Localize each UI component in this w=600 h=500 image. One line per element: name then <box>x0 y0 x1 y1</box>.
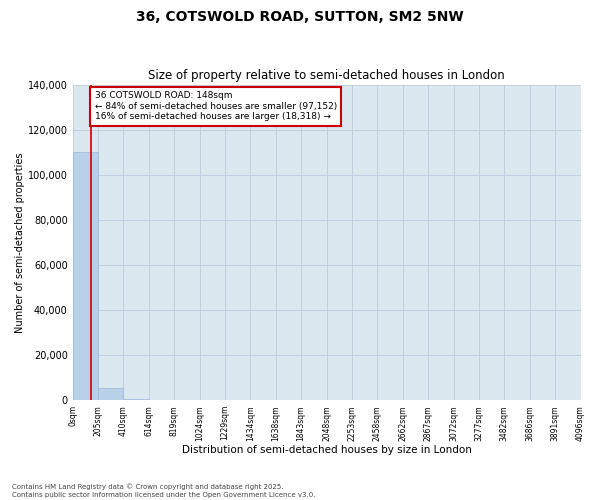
Title: Size of property relative to semi-detached houses in London: Size of property relative to semi-detach… <box>148 69 505 82</box>
Bar <box>124 399 149 400</box>
Bar <box>98 388 124 400</box>
X-axis label: Distribution of semi-detached houses by size in London: Distribution of semi-detached houses by … <box>182 445 472 455</box>
Text: 36, COTSWOLD ROAD, SUTTON, SM2 5NW: 36, COTSWOLD ROAD, SUTTON, SM2 5NW <box>136 10 464 24</box>
Bar <box>73 152 98 400</box>
Text: Contains HM Land Registry data © Crown copyright and database right 2025.
Contai: Contains HM Land Registry data © Crown c… <box>12 484 316 498</box>
Y-axis label: Number of semi-detached properties: Number of semi-detached properties <box>15 152 25 332</box>
Text: 36 COTSWOLD ROAD: 148sqm
← 84% of semi-detached houses are smaller (97,152)
16% : 36 COTSWOLD ROAD: 148sqm ← 84% of semi-d… <box>95 92 337 121</box>
